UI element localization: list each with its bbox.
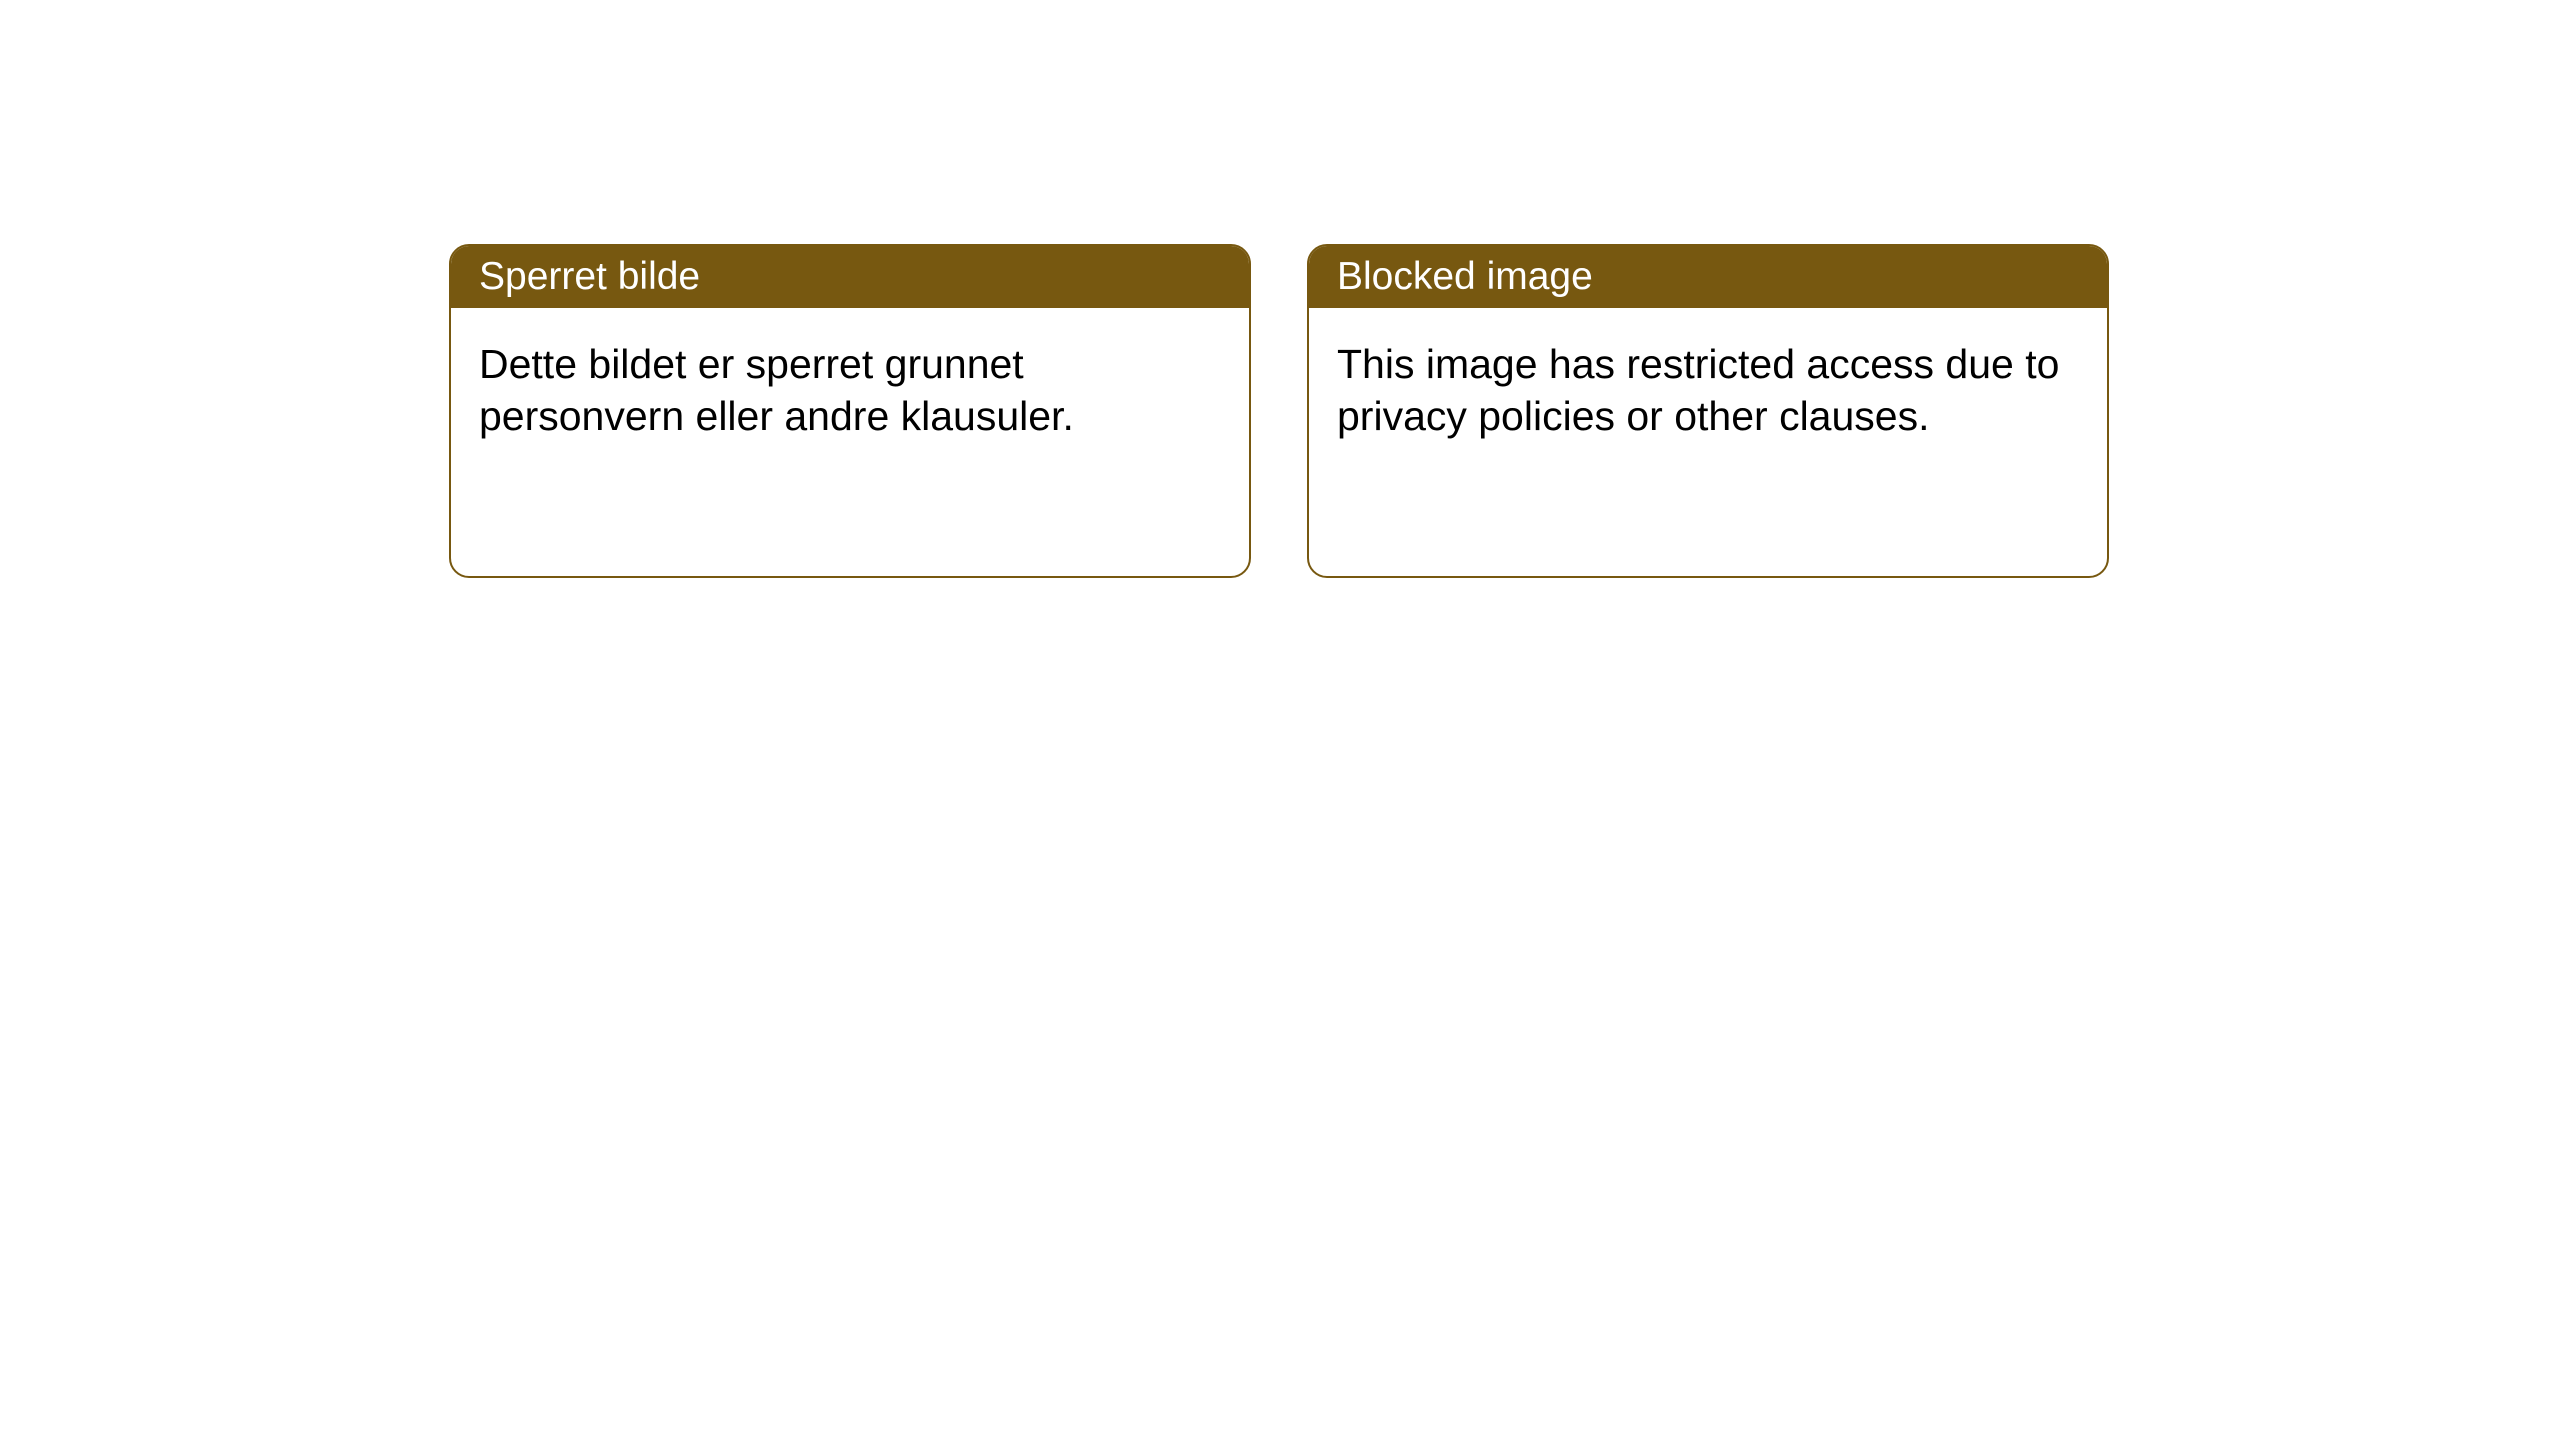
notice-container: Sperret bilde Dette bildet er sperret gr…	[449, 244, 2109, 578]
notice-body: This image has restricted access due to …	[1309, 308, 2107, 472]
notice-header: Blocked image	[1309, 246, 2107, 308]
notice-title: Sperret bilde	[479, 255, 700, 298]
notice-card-norwegian: Sperret bilde Dette bildet er sperret gr…	[449, 244, 1251, 578]
notice-header: Sperret bilde	[451, 246, 1249, 308]
notice-title: Blocked image	[1337, 255, 1593, 298]
notice-body-text: Dette bildet er sperret grunnet personve…	[479, 341, 1074, 439]
notice-body: Dette bildet er sperret grunnet personve…	[451, 308, 1249, 472]
notice-body-text: This image has restricted access due to …	[1337, 341, 2059, 439]
notice-card-english: Blocked image This image has restricted …	[1307, 244, 2109, 578]
